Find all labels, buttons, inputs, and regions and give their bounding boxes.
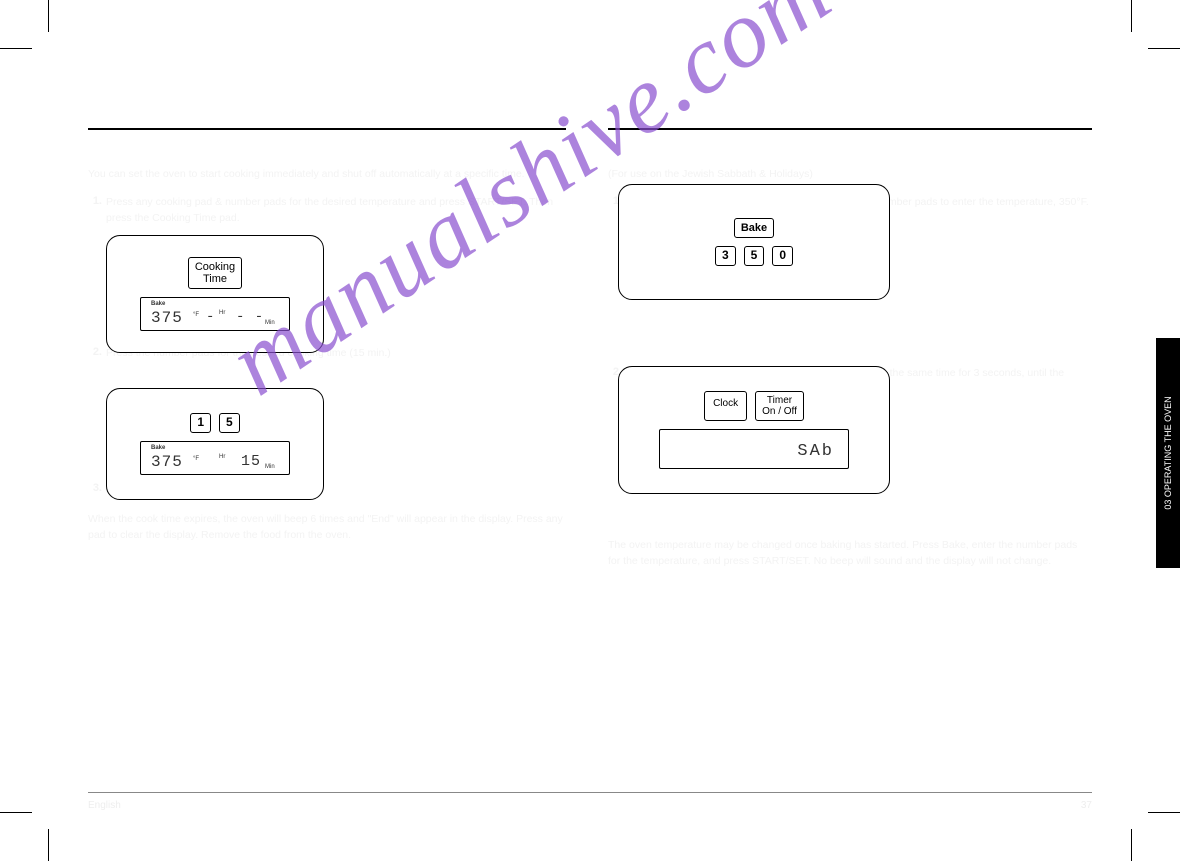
keypad-5: 5 [744,246,765,265]
lcd-display: SAb [659,429,849,469]
section-title-left: ADD COOKING TIME [88,140,566,157]
lcd-time-value: 15 [241,453,261,470]
keypad-row: 1 5 [190,413,239,432]
lcd-sab: SAb [797,442,834,461]
bake-button: Bake [734,218,774,238]
footer-language: English [88,800,121,811]
lcd-temp: 375 [151,453,183,471]
lcd-temp: 375 [151,309,183,327]
keypad-5: 5 [219,413,240,432]
lcd-display: Bake 375 °F Hr 15 Min [140,441,290,475]
step-number: 2. [88,346,102,358]
footer-page-number: 37 [1081,800,1092,811]
step-number: 1. [88,195,102,207]
keypad-0: 0 [772,246,793,265]
timer-button: Timer On / Off [755,391,804,421]
sabbath-note-1: The oven temperature may be changed once… [608,538,1092,570]
keypad-1: 1 [190,413,211,432]
clock-button: Clock [704,391,747,421]
illustration-cooking-time: Cooking Time Bake 375 °F - Hr - - Min [106,235,324,353]
divider-right [608,128,1092,130]
lcd-bake-label: Bake [151,301,165,307]
page-content: ADD COOKING TIME You can set the oven to… [88,98,1092,798]
step-number: 3. [88,482,102,494]
footer-divider [88,792,1092,793]
intro-left: You can set the oven to start cooking im… [88,167,566,183]
note-left: When the cook time expires, the oven wil… [88,512,566,544]
cooking-time-button: Cooking Time [188,257,242,289]
lcd-hr: Hr [219,310,225,316]
lcd-display: Bake 375 °F - Hr - - Min [140,297,290,331]
lcd-bake-label: Bake [151,445,165,451]
page-footer: English 37 [88,800,1092,811]
illustration-sabbath: Clock Timer On / Off SAb [618,366,890,494]
chapter-tab-label: 03 OPERATING THE OVEN [1163,353,1173,553]
step-text: Press any cooking pad & number pads for … [106,195,566,227]
illustration-bake-350: Bake 3 5 0 [618,184,890,300]
keypad-row: 3 5 0 [715,246,793,265]
keypad-3: 3 [715,246,736,265]
button-row: Clock Timer On / Off [704,391,804,421]
section-title-right: SABBATH [608,140,1092,157]
chapter-tab: 03 OPERATING THE OVEN [1156,338,1180,568]
lcd-min: Min [265,320,275,326]
illustration-enter-time: 1 5 Bake 375 °F Hr 15 Min [106,388,324,500]
subtitle-right: (For use on the Jewish Sabbath & Holiday… [608,167,1092,183]
lcd-min: Min [265,464,275,470]
divider-left [88,128,566,130]
lcd-hr: Hr [219,454,225,460]
